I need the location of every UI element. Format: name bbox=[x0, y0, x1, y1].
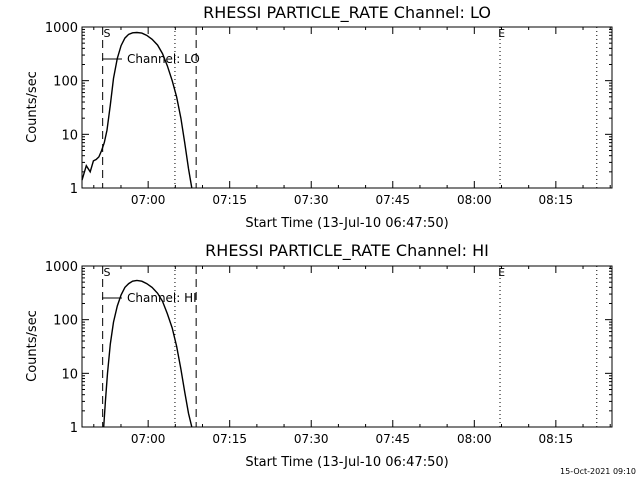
chart-title: RHESSI PARTICLE_RATE Channel: HI bbox=[205, 241, 489, 261]
legend-label: Channel: LO bbox=[127, 52, 200, 66]
y-axis-label: Counts/sec bbox=[25, 310, 40, 382]
x-tick-label: 07:30 bbox=[294, 193, 329, 207]
x-tick-label: 07:15 bbox=[212, 193, 247, 207]
x-tick-label: 07:15 bbox=[212, 432, 247, 446]
x-tick-label: 07:45 bbox=[375, 193, 410, 207]
panel-marks: 07:00 07:15 07:30 07:45 08:00 08:15 1 10 100 1000… bbox=[45, 21, 612, 207]
x-tick-label: 08:00 bbox=[457, 193, 492, 207]
chart-title: RHESSI PARTICLE_RATE Channel: LO bbox=[203, 3, 491, 23]
y-tick-label: 100 bbox=[53, 75, 78, 90]
plot-frame bbox=[81, 26, 613, 189]
y-tick-label: 10 bbox=[61, 367, 78, 382]
panel-marks: 07:00 07:15 07:30 07:45 08:00 08:15 1 10 100 1000… bbox=[45, 260, 612, 446]
x-tick-label: 08:15 bbox=[539, 432, 574, 446]
x-tick-label: 07:00 bbox=[131, 432, 166, 446]
marker-e: E bbox=[498, 27, 505, 40]
series-line bbox=[103, 279, 193, 428]
marker-e: E bbox=[498, 266, 505, 279]
series-line bbox=[81, 31, 193, 189]
x-tick-label: 08:15 bbox=[539, 193, 574, 207]
y-tick-label: 1 bbox=[70, 421, 78, 436]
y-tick-label: 1000 bbox=[45, 21, 78, 36]
footer-timestamp: 15-Oct-2021 09:10 bbox=[560, 467, 636, 476]
x-tick-label: 07:30 bbox=[294, 432, 329, 446]
marker-s: S bbox=[104, 266, 111, 279]
plot-frame bbox=[81, 265, 613, 428]
y-tick-label: 100 bbox=[53, 314, 78, 329]
x-tick-label: 08:00 bbox=[457, 432, 492, 446]
marker-s: S bbox=[104, 27, 111, 40]
x-tick-label: 07:00 bbox=[131, 193, 166, 207]
y-tick-label: 1000 bbox=[45, 260, 78, 275]
legend-label: Channel: HI bbox=[127, 291, 197, 305]
y-axis-label: Counts/sec bbox=[25, 71, 40, 143]
x-tick-label: 07:45 bbox=[375, 432, 410, 446]
x-axis-label: Start Time (13-Jul-10 06:47:50) bbox=[245, 455, 448, 470]
x-axis-label: Start Time (13-Jul-10 06:47:50) bbox=[245, 216, 448, 231]
y-tick-label: 10 bbox=[61, 128, 78, 143]
y-tick-label: 1 bbox=[70, 182, 78, 197]
panel-lo: RHESSI PARTICLE_RATE Channel: LO Start T… bbox=[25, 3, 613, 231]
panel-hi: RHESSI PARTICLE_RATE Channel: HI Start T… bbox=[25, 241, 613, 470]
